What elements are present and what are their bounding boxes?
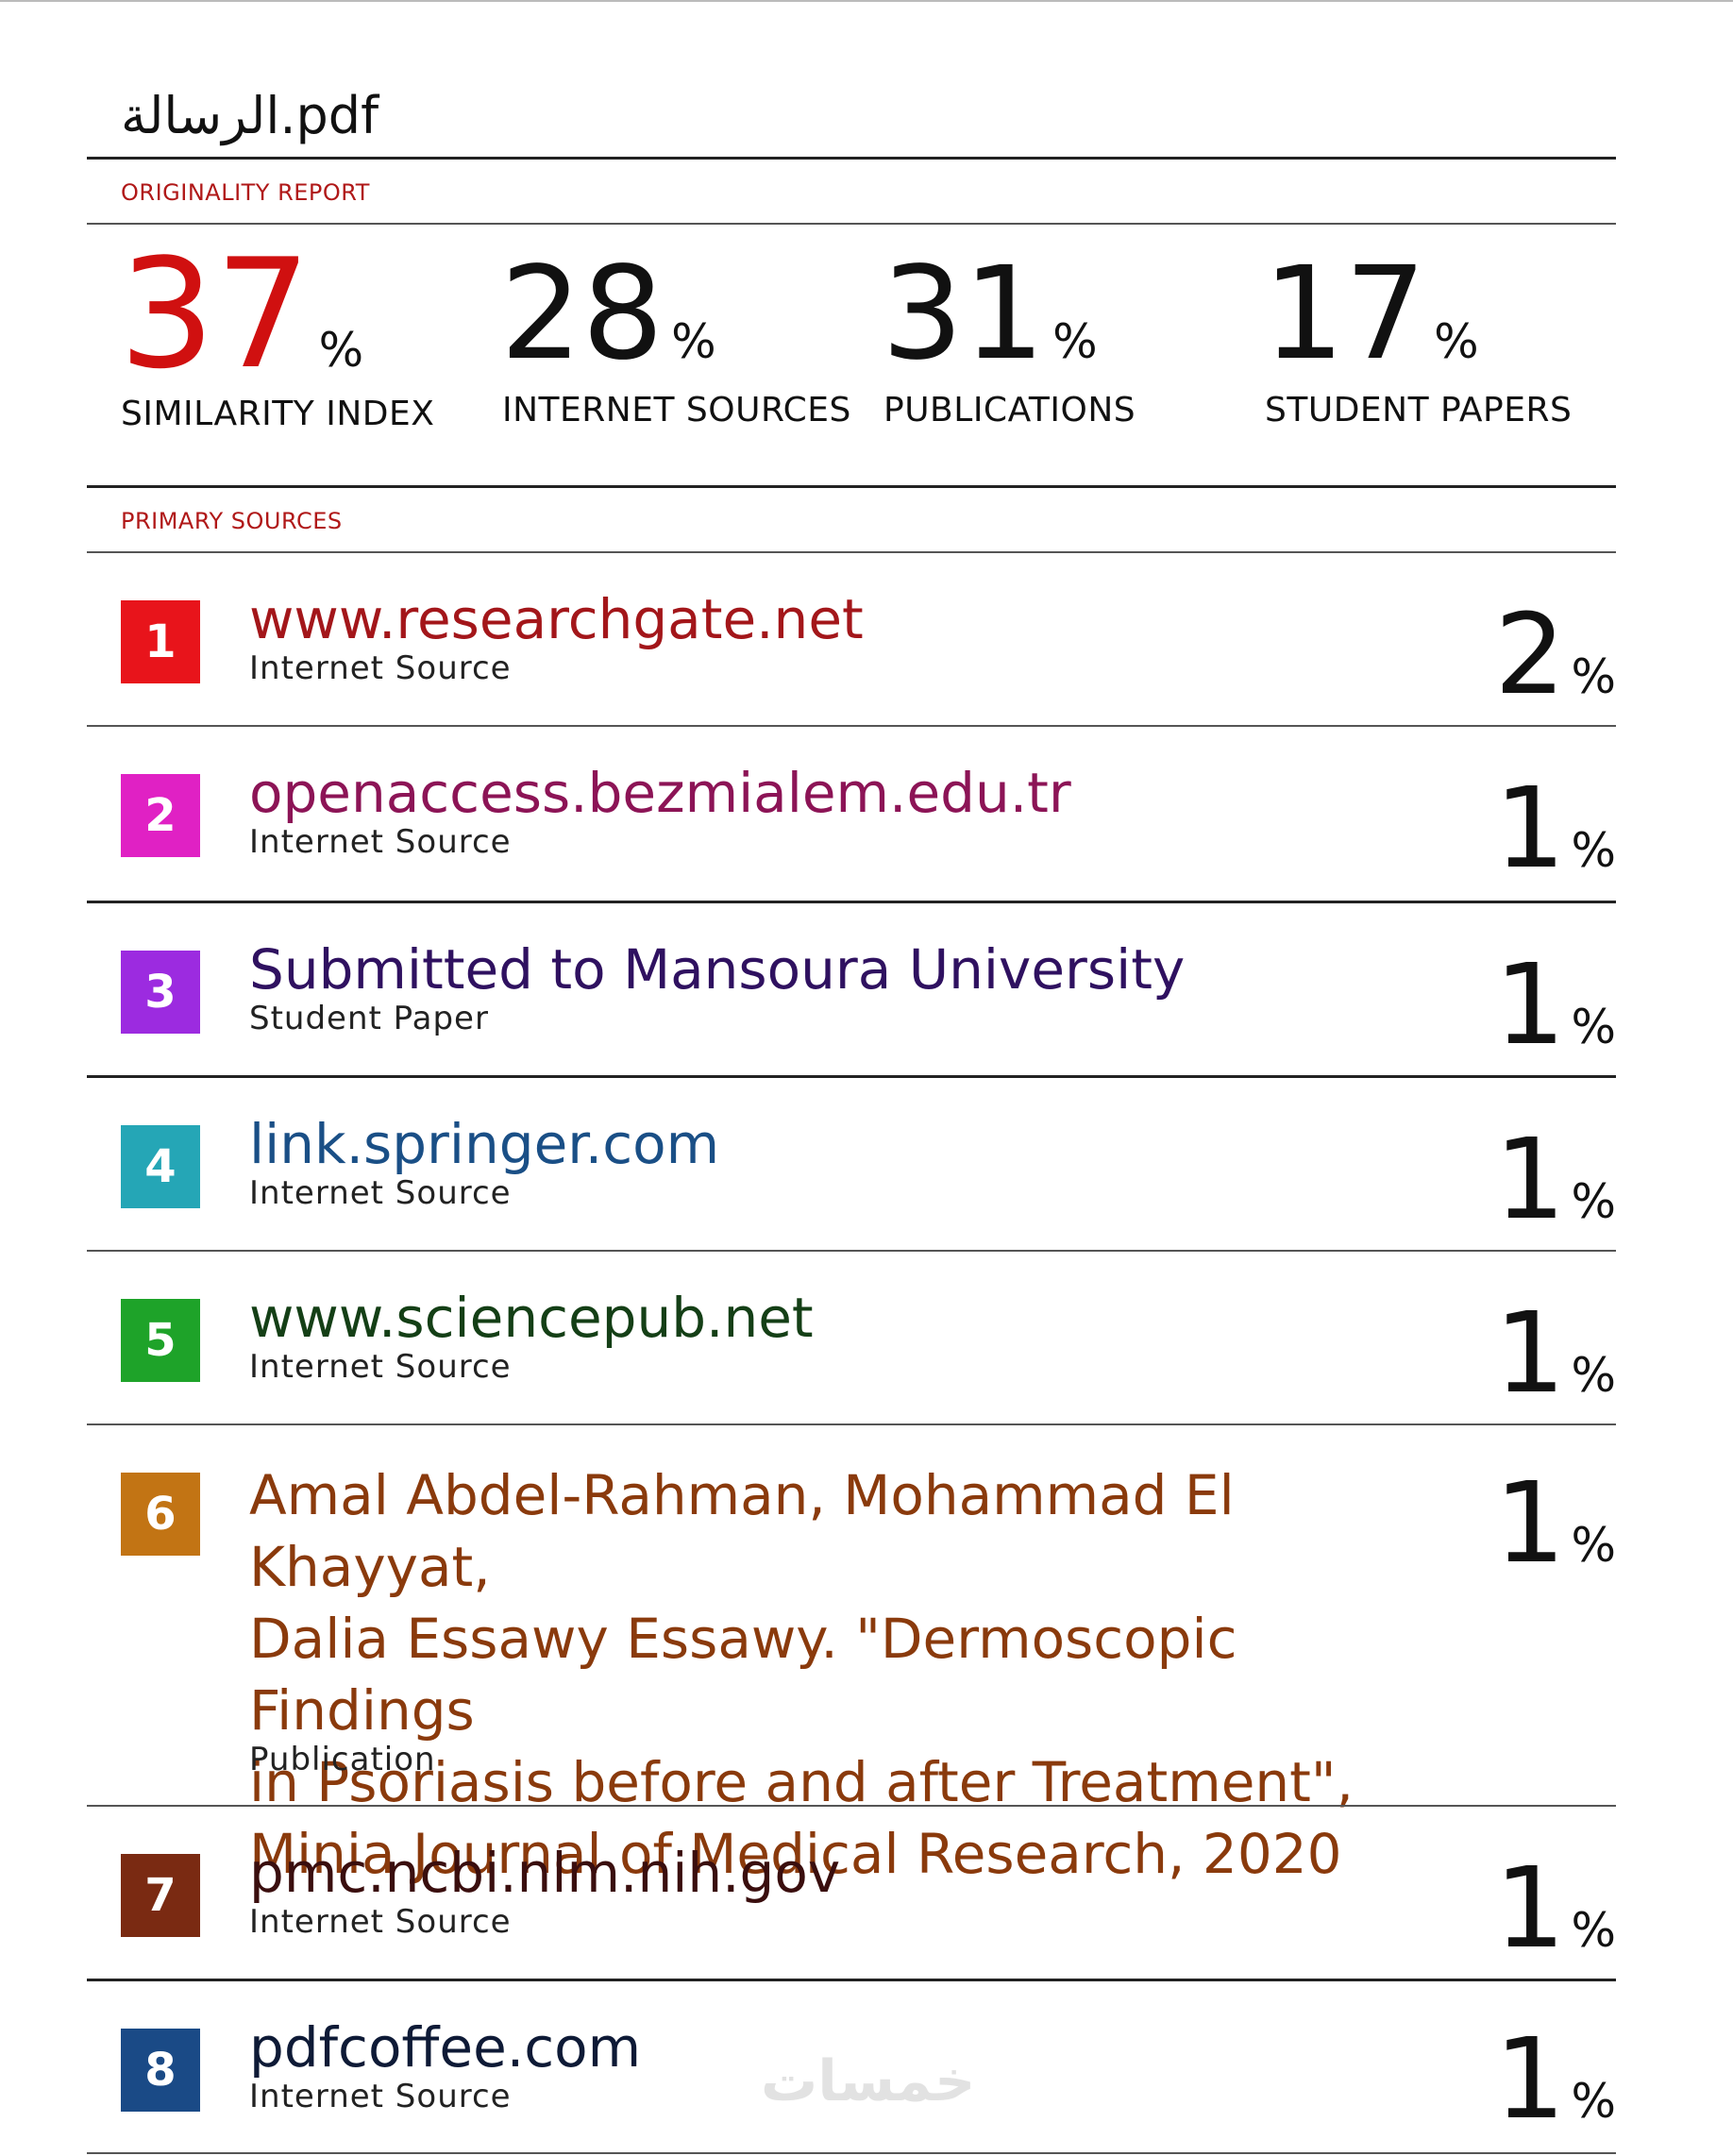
document-title: الرسالة.pdf xyxy=(121,86,379,145)
stat-unit: % xyxy=(1434,314,1479,369)
source-title[interactable]: pmc.ncbi.nlm.nih.gov xyxy=(249,1841,841,1905)
rank-badge: 4 xyxy=(121,1125,200,1208)
percent-value: 1 xyxy=(1494,2013,1566,2144)
row-divider xyxy=(87,901,1616,903)
source-percent: 1% xyxy=(1494,1123,1616,1235)
source-row-8[interactable]: 8 pdfcoffee.com Internet Source 1% xyxy=(87,1981,1616,2153)
source-type: Internet Source xyxy=(249,823,512,861)
rank-badge: 7 xyxy=(121,1854,200,1937)
stat-label: PUBLICATIONS xyxy=(883,391,1136,430)
source-title[interactable]: Amal Abdel-Rahman, Mohammad El Khayyat, … xyxy=(249,1463,1354,1886)
source-row-1[interactable]: 1 www.researchgate.net Internet Source 2… xyxy=(87,553,1616,725)
watermark: خمسات xyxy=(761,2048,976,2114)
percent-unit: % xyxy=(1571,1174,1616,1229)
percent-unit: % xyxy=(1571,1000,1616,1054)
source-percent: 1% xyxy=(1494,1852,1616,1963)
rank-badge: 3 xyxy=(121,951,200,1034)
source-row-3[interactable]: 3 Submitted to Mansoura University Stude… xyxy=(87,903,1616,1075)
source-row-5[interactable]: 5 www.sciencepub.net Internet Source 1% xyxy=(87,1252,1616,1423)
percent-value: 1 xyxy=(1494,1457,1566,1588)
source-row-2[interactable]: 2 openaccess.bezmialem.edu.tr Internet S… xyxy=(87,727,1616,901)
report-divider xyxy=(87,223,1616,225)
stat-value: 31 xyxy=(882,240,1046,389)
source-type: Internet Source xyxy=(249,1903,512,1941)
source-percent: 1% xyxy=(1494,1467,1616,1578)
percent-value: 2 xyxy=(1494,589,1566,719)
stat-unit: % xyxy=(1052,314,1098,369)
top-border xyxy=(0,0,1733,2)
percent-value: 1 xyxy=(1494,1114,1566,1244)
source-title[interactable]: pdfcoffee.com xyxy=(249,2015,642,2080)
rank-badge: 1 xyxy=(121,600,200,683)
stat-similarity-index: 37% SIMILARITY INDEX xyxy=(119,226,434,434)
source-type: Internet Source xyxy=(249,649,512,687)
rank-badge: 2 xyxy=(121,774,200,857)
stat-value: 28 xyxy=(500,240,665,389)
row-divider xyxy=(87,1805,1616,1807)
percent-value: 1 xyxy=(1494,1843,1566,1973)
source-percent: 1% xyxy=(1494,772,1616,884)
stat-label: SIMILARITY INDEX xyxy=(121,395,435,433)
source-percent: 1% xyxy=(1494,949,1616,1060)
row-divider xyxy=(87,725,1616,727)
source-type: Internet Source xyxy=(249,1174,512,1212)
row-divider xyxy=(87,1250,1616,1252)
source-row-6[interactable]: 6 Amal Abdel-Rahman, Mohammad El Khayyat… xyxy=(87,1425,1616,1886)
source-row-4[interactable]: 4 link.springer.com Internet Source 1% xyxy=(87,1078,1616,1250)
row-divider xyxy=(87,2152,1616,2154)
source-title[interactable]: Submitted to Mansoura University xyxy=(249,937,1186,1002)
source-row-7[interactable]: 7 pmc.ncbi.nlm.nih.gov Internet Source 1… xyxy=(87,1807,1616,1979)
percent-unit: % xyxy=(1571,1348,1616,1403)
stat-value: 37 xyxy=(119,226,311,402)
row-divider xyxy=(87,1979,1616,1981)
rank-badge: 8 xyxy=(121,2029,200,2112)
percent-unit: % xyxy=(1571,823,1616,878)
source-percent: 2% xyxy=(1494,598,1616,710)
source-title[interactable]: www.researchgate.net xyxy=(249,587,864,651)
stat-label: STUDENT PAPERS xyxy=(1265,391,1573,430)
stat-value: 17 xyxy=(1263,240,1427,389)
source-type: Internet Source xyxy=(249,2078,512,2115)
percent-unit: % xyxy=(1571,1518,1616,1573)
source-title[interactable]: link.springer.com xyxy=(249,1112,720,1176)
originality-report-label: ORIGINALITY REPORT xyxy=(121,179,370,206)
stats-divider xyxy=(87,485,1616,488)
stat-internet-sources: 28% INTERNET SOURCES xyxy=(500,240,850,430)
row-divider xyxy=(87,1075,1616,1078)
percent-value: 1 xyxy=(1494,939,1566,1070)
row-divider xyxy=(87,1423,1616,1425)
stat-publications: 31% PUBLICATIONS xyxy=(882,240,1136,430)
source-type: Publication xyxy=(249,1741,436,1778)
percent-unit: % xyxy=(1571,649,1616,704)
primary-sources-label: PRIMARY SOURCES xyxy=(121,508,343,534)
stat-label: INTERNET SOURCES xyxy=(502,391,851,430)
percent-value: 1 xyxy=(1494,1288,1566,1418)
source-percent: 1% xyxy=(1494,2023,1616,2134)
percent-unit: % xyxy=(1571,2074,1616,2129)
source-title[interactable]: openaccess.bezmialem.edu.tr xyxy=(249,761,1071,825)
source-title[interactable]: www.sciencepub.net xyxy=(249,1286,814,1350)
rank-badge: 6 xyxy=(121,1473,200,1556)
source-type: Internet Source xyxy=(249,1348,512,1386)
stat-unit: % xyxy=(318,323,364,378)
source-type: Student Paper xyxy=(249,1000,489,1037)
rank-badge: 5 xyxy=(121,1299,200,1382)
source-percent: 1% xyxy=(1494,1297,1616,1408)
percent-unit: % xyxy=(1571,1903,1616,1958)
stat-unit: % xyxy=(671,314,716,369)
primary-sources-divider xyxy=(87,551,1616,553)
percent-value: 1 xyxy=(1494,763,1566,893)
title-divider xyxy=(87,157,1616,160)
stat-student-papers: 17% STUDENT PAPERS xyxy=(1263,240,1572,430)
